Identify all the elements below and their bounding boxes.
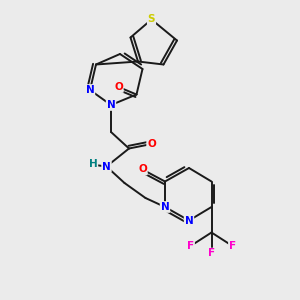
Text: F: F	[187, 241, 194, 251]
Text: F: F	[208, 248, 215, 259]
Text: N: N	[106, 100, 116, 110]
Text: O: O	[138, 164, 147, 175]
Text: S: S	[148, 14, 155, 25]
Text: O: O	[114, 82, 123, 92]
Text: O: O	[147, 139, 156, 149]
Text: F: F	[229, 241, 236, 251]
Text: H: H	[88, 159, 98, 169]
Text: N: N	[102, 161, 111, 172]
Text: N: N	[184, 215, 194, 226]
Text: N: N	[85, 85, 94, 95]
Text: N: N	[160, 202, 169, 212]
